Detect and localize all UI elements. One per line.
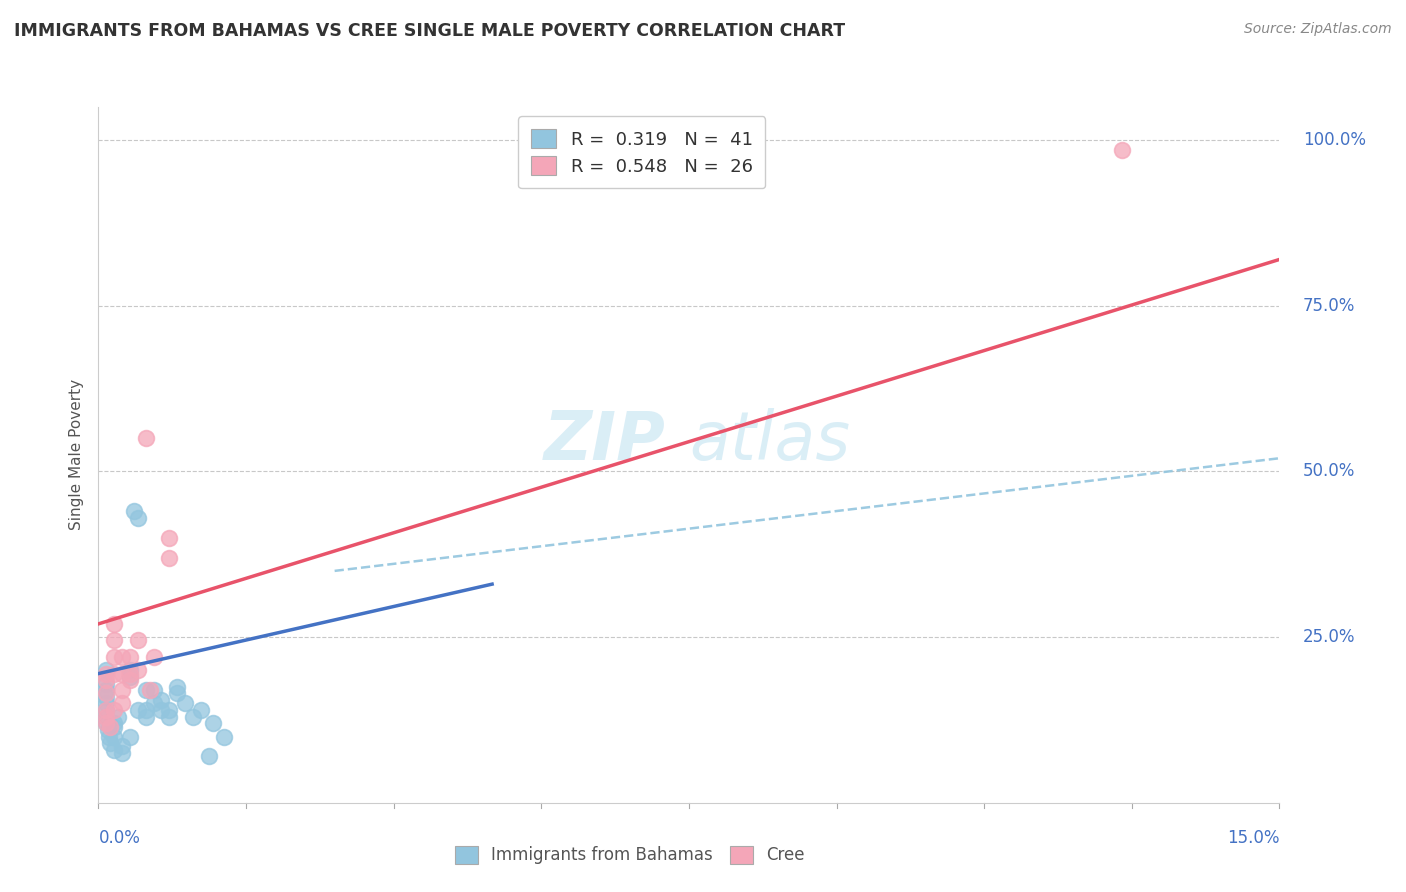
Point — [166, 686, 188, 700]
Point — [150, 693, 173, 707]
Point — [122, 504, 145, 518]
Text: 15.0%: 15.0% — [1227, 830, 1279, 847]
Point — [96, 666, 118, 681]
Point — [150, 703, 173, 717]
Point — [103, 716, 125, 731]
Point — [96, 703, 118, 717]
Point — [96, 673, 118, 688]
Point — [111, 683, 134, 698]
Point — [97, 730, 120, 744]
Point — [96, 716, 118, 731]
Point — [96, 716, 118, 731]
Point — [157, 550, 180, 565]
Point — [118, 730, 141, 744]
Point — [174, 697, 197, 711]
Text: 25.0%: 25.0% — [1303, 628, 1355, 646]
Point — [111, 666, 134, 681]
Point — [142, 650, 165, 665]
Point — [103, 616, 125, 631]
Point — [96, 690, 118, 704]
Point — [103, 703, 125, 717]
Point — [118, 670, 141, 684]
Point — [97, 723, 120, 737]
Point — [118, 663, 141, 677]
Text: Single Male Poverty: Single Male Poverty — [69, 379, 84, 531]
Point — [157, 709, 180, 723]
Point — [138, 683, 160, 698]
Point — [190, 703, 212, 717]
Point — [118, 673, 141, 688]
Point — [118, 666, 141, 681]
Point — [214, 730, 236, 744]
Point — [157, 531, 180, 545]
Point — [103, 730, 125, 744]
Point — [103, 666, 125, 681]
Point — [98, 736, 121, 750]
Point — [111, 739, 134, 754]
Point — [96, 709, 118, 723]
Text: ZIP: ZIP — [544, 408, 665, 474]
Point — [96, 683, 118, 698]
Point — [103, 633, 125, 648]
Text: 0.0%: 0.0% — [98, 830, 141, 847]
Point — [135, 431, 157, 445]
Point — [142, 683, 165, 698]
Point — [1111, 143, 1133, 157]
Point — [197, 749, 219, 764]
Point — [96, 686, 118, 700]
Point — [103, 743, 125, 757]
Point — [135, 703, 157, 717]
Point — [96, 663, 118, 677]
Point — [181, 709, 204, 723]
Point — [103, 720, 125, 734]
Point — [127, 703, 149, 717]
Text: 50.0%: 50.0% — [1303, 462, 1355, 481]
Point — [111, 697, 134, 711]
Point — [157, 703, 180, 717]
Point — [127, 511, 149, 525]
Text: 100.0%: 100.0% — [1303, 131, 1367, 149]
Point — [135, 683, 157, 698]
Text: atlas: atlas — [689, 408, 851, 474]
Point — [96, 676, 118, 690]
Text: Source: ZipAtlas.com: Source: ZipAtlas.com — [1244, 22, 1392, 37]
Point — [98, 720, 121, 734]
Point — [96, 709, 118, 723]
Point — [96, 697, 118, 711]
Point — [107, 709, 129, 723]
Point — [127, 633, 149, 648]
Point — [111, 746, 134, 760]
Text: 75.0%: 75.0% — [1303, 297, 1355, 315]
Point — [103, 650, 125, 665]
Point — [201, 716, 224, 731]
Text: IMMIGRANTS FROM BAHAMAS VS CREE SINGLE MALE POVERTY CORRELATION CHART: IMMIGRANTS FROM BAHAMAS VS CREE SINGLE M… — [14, 22, 845, 40]
Point — [127, 663, 149, 677]
Point — [111, 650, 134, 665]
Point — [142, 697, 165, 711]
Point — [166, 680, 188, 694]
Point — [96, 703, 118, 717]
Point — [118, 650, 141, 665]
Legend: Immigrants from Bahamas, Cree: Immigrants from Bahamas, Cree — [449, 839, 811, 871]
Point — [135, 709, 157, 723]
